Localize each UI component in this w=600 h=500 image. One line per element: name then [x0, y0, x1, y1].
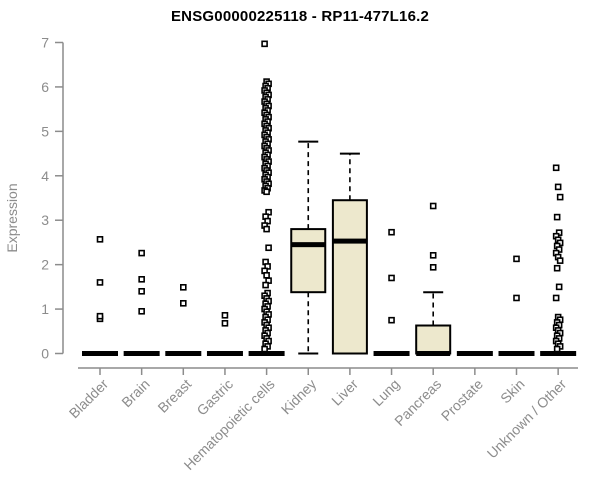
y-tick-label: 4 — [41, 168, 49, 184]
median-liver — [332, 238, 367, 244]
y-tick-label: 2 — [41, 257, 49, 273]
y-axis-title: Expression — [4, 183, 20, 252]
y-tick-label: 1 — [41, 301, 49, 317]
outlier-point — [263, 272, 270, 279]
x-category-label-bladder: Bladder — [66, 376, 112, 422]
x-category-label-lung: Lung — [369, 376, 402, 409]
zero-box-hematopoietic-cells — [248, 351, 285, 356]
median-kidney — [291, 242, 326, 248]
y-tick-label: 5 — [41, 123, 49, 139]
zero-box-lung — [373, 351, 410, 356]
outlier-point — [265, 244, 272, 252]
x-category-label-unknown-other: Unknown / Other — [484, 376, 570, 462]
outlier-point — [180, 284, 187, 291]
outlier-point — [388, 274, 395, 282]
outlier-point — [555, 283, 563, 291]
outlier-point — [221, 311, 229, 319]
outlier-point — [556, 193, 564, 201]
zero-box-brain — [123, 351, 160, 356]
y-tick-label: 3 — [41, 212, 49, 228]
outlier-point — [553, 264, 561, 272]
outlier-point — [261, 40, 268, 48]
outlier-point — [221, 319, 229, 327]
outlier-point — [556, 257, 564, 264]
outlier-point — [513, 294, 520, 302]
y-tick-label: 7 — [41, 35, 49, 51]
x-category-label-prostate: Prostate — [438, 376, 486, 424]
box-pancreas — [415, 324, 452, 355]
zero-box-gastric — [206, 351, 243, 356]
chart-title: ENSG00000225118 - RP11-477L16.2 — [170, 8, 430, 25]
outlier-point — [554, 183, 562, 191]
box-liver — [331, 199, 368, 355]
outlier-point — [96, 236, 104, 243]
x-category-label-breast: Breast — [154, 376, 194, 416]
outlier-point — [552, 164, 560, 172]
outlier-point — [138, 276, 145, 283]
outlier-point — [96, 279, 104, 286]
zero-box-skin — [498, 351, 535, 356]
x-category-label-liver: Liver — [328, 376, 361, 409]
outlier-point — [553, 345, 561, 353]
zero-box-breast — [165, 351, 202, 356]
x-category-label-brain: Brain — [118, 376, 152, 410]
median-pancreas — [416, 351, 451, 356]
zero-box-prostate — [456, 351, 493, 356]
outlier-point — [138, 249, 145, 257]
outlier-point — [138, 287, 145, 295]
outlier-point — [388, 228, 395, 236]
zero-box-bladder — [82, 351, 118, 356]
outlier-point — [553, 213, 561, 221]
box-kidney — [290, 228, 327, 294]
y-tick-label: 0 — [41, 346, 49, 362]
outlier-point — [180, 299, 187, 307]
outlier-point — [263, 225, 270, 233]
outlier-point — [429, 264, 437, 271]
zero-box-unknown-other — [540, 351, 577, 356]
outlier-point — [429, 202, 437, 210]
x-category-label-skin: Skin — [497, 376, 528, 407]
outlier-point — [96, 312, 104, 320]
outlier-point — [552, 294, 560, 302]
outlier-point — [429, 252, 437, 259]
outlier-point — [261, 345, 268, 353]
y-tick-label: 6 — [41, 79, 49, 95]
outlier-point — [388, 316, 395, 324]
outlier-point — [263, 188, 270, 196]
x-category-label-kidney: Kidney — [278, 376, 320, 418]
outlier-point — [513, 255, 520, 263]
outlier-point — [262, 281, 269, 289]
outlier-point — [138, 307, 145, 315]
